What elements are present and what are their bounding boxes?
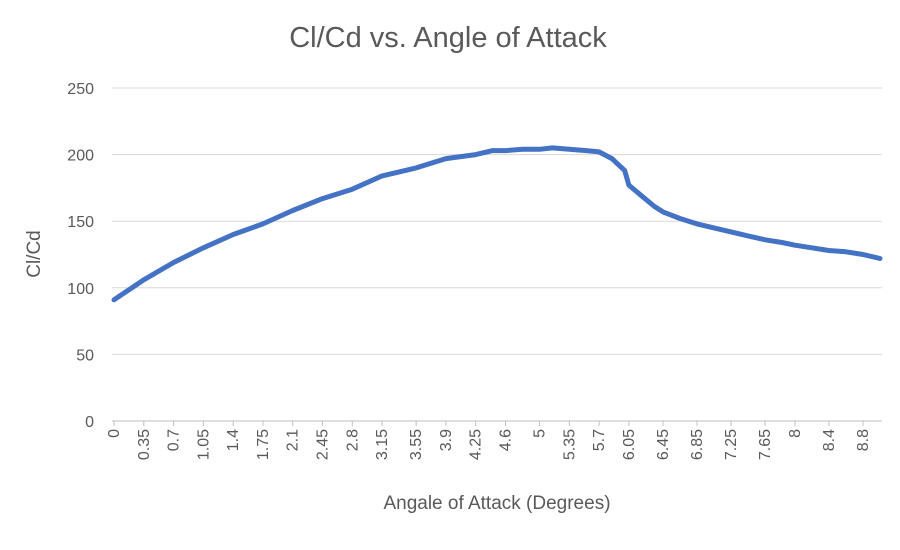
x-tick-label: 8 [787, 429, 804, 438]
x-tick-label: 2.8 [344, 429, 361, 451]
x-tick-label: 4.6 [498, 429, 515, 451]
series-line-0 [111, 145, 883, 303]
x-tick-label: 8.4 [821, 429, 838, 451]
x-tick-label: 6.45 [655, 429, 672, 460]
x-tick-label: 5.35 [561, 429, 578, 460]
x-tick-label: 6.05 [621, 429, 638, 460]
x-tick-label: 2.45 [315, 429, 332, 460]
x-tick-label: 0 [106, 429, 123, 438]
x-tick-label: 0.35 [136, 429, 153, 460]
y-tick-label: 150 [67, 214, 94, 231]
x-tick-label: 0.7 [166, 429, 183, 451]
y-axis-tick-labels: 0 50 100 150 200 250 [67, 81, 94, 431]
y-tick-label: 50 [76, 347, 94, 364]
y-tick-label: 250 [67, 81, 94, 98]
x-tick-label: 3.55 [408, 429, 425, 460]
x-tick-label: 3.9 [438, 429, 455, 451]
x-tick-label: 5.7 [591, 429, 608, 451]
x-tick-label: 6.85 [689, 429, 706, 460]
x-tick-label: 1.75 [255, 429, 272, 460]
y-tick-label: 100 [67, 281, 94, 298]
x-tick-label: 3.15 [374, 429, 391, 460]
x-tick-label: 7.65 [757, 429, 774, 460]
x-axis-label: Angale of Attack (Degrees) [383, 493, 610, 514]
y-tick-label: 200 [67, 148, 94, 165]
x-axis-tick-labels: 0 0.35 0.7 1.05 1.4 1.75 2.1 2.45 2.8 3.15 3.55 3.9… [106, 421, 872, 460]
x-tick-label: 5 [532, 429, 549, 438]
series-layer [111, 145, 883, 303]
x-tick-label: 2.1 [285, 429, 302, 451]
x-tick-label: 4.25 [468, 429, 485, 460]
x-tick-label: 1.05 [195, 429, 212, 460]
y-axis-label: Cl/Cd [24, 230, 45, 278]
x-tick-label: 8.8 [855, 429, 872, 451]
x-tick-label: 7.25 [723, 429, 740, 460]
x-tick-label: 1.4 [225, 429, 242, 451]
chart-title: Cl/Cd vs. Angle of Attack [289, 22, 607, 54]
grid-lines [112, 87, 882, 355]
y-tick-label: 0 [85, 414, 94, 431]
